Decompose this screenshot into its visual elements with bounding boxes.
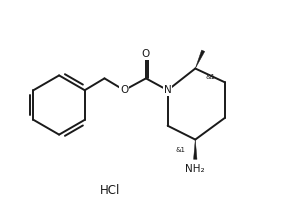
Text: &1: &1: [176, 147, 186, 153]
Polygon shape: [194, 140, 197, 159]
Text: &1: &1: [205, 74, 215, 81]
Text: O: O: [120, 85, 128, 95]
Text: N: N: [164, 85, 172, 95]
Text: HCl: HCl: [100, 184, 121, 197]
Polygon shape: [195, 50, 205, 69]
Text: O: O: [142, 49, 150, 59]
Text: NH₂: NH₂: [186, 164, 205, 174]
